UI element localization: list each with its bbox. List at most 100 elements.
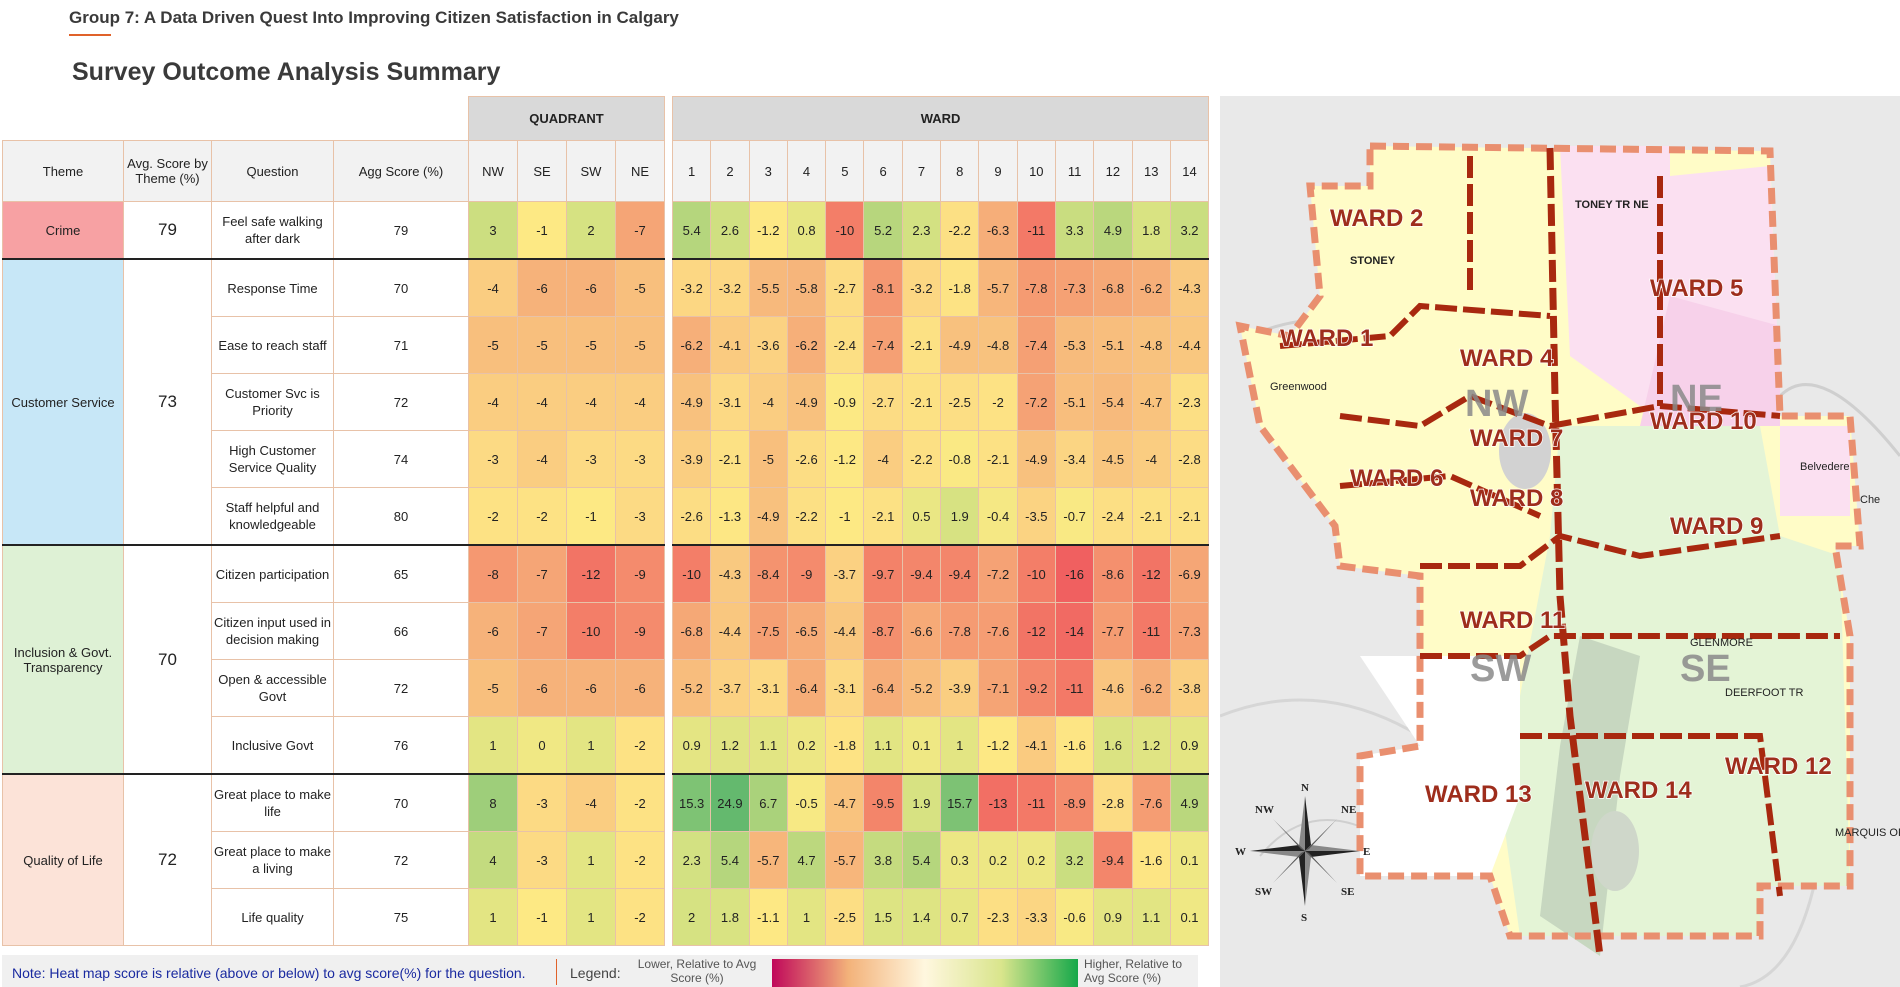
ward-12-label: WARD 12 bbox=[1725, 753, 1832, 780]
ward-score-3: -1.1 bbox=[748, 888, 788, 946]
quadrant-ne-label: NE bbox=[1670, 378, 1723, 420]
quadrant-score-sw: 1 bbox=[566, 888, 616, 946]
ward-score-13: 1.8 bbox=[1131, 201, 1171, 260]
ward-score-3: -5 bbox=[748, 430, 788, 488]
ward-score-12: -7.7 bbox=[1093, 602, 1133, 660]
quadrant-score-nw: -4 bbox=[468, 373, 518, 431]
ward-score-2: 1.8 bbox=[710, 888, 750, 946]
legend-label: Legend: bbox=[570, 965, 621, 981]
quadrant-score-se: 0 bbox=[517, 716, 567, 775]
ward-score-10: -3.3 bbox=[1016, 888, 1056, 946]
ward-score-12: -6.8 bbox=[1093, 258, 1133, 317]
ward-score-6: -9.5 bbox=[863, 773, 903, 832]
ward-score-7: -2.2 bbox=[901, 430, 942, 488]
ward-score-11: 3.2 bbox=[1054, 831, 1095, 889]
ward-score-14: -2.1 bbox=[1169, 487, 1210, 546]
quadrant-score-se: -2 bbox=[517, 487, 567, 546]
quadrant-score-ne: -3 bbox=[615, 487, 665, 546]
ward-score-12: -2.4 bbox=[1093, 487, 1133, 546]
table-row: Customer Svc is Priority 72 -4 -4 -4 -4 -4.9 -3… bbox=[3, 373, 1210, 431]
ward-score-8: -0.8 bbox=[940, 430, 980, 488]
quadrant-score-nw: 4 bbox=[468, 831, 518, 889]
ward-score-4: 1 bbox=[786, 888, 827, 946]
ward-score-6: -8.7 bbox=[863, 602, 903, 660]
agg-score-cell: 72 bbox=[333, 373, 469, 431]
ward-score-14: -3.8 bbox=[1169, 659, 1210, 717]
ward-score-5: -10 bbox=[825, 201, 865, 260]
ward-score-12: -4.6 bbox=[1093, 659, 1133, 717]
ward-score-4: -0.5 bbox=[786, 773, 827, 832]
quadrant-score-nw: -8 bbox=[468, 544, 518, 603]
theme-avg-score: 73 bbox=[123, 258, 212, 546]
quadrant-score-sw: -6 bbox=[566, 258, 616, 317]
ward-score-6: 3.8 bbox=[863, 831, 903, 889]
ward-score-4: -6.2 bbox=[786, 316, 827, 374]
question-cell: Open & accessible Govt bbox=[211, 659, 334, 717]
ward-score-9: -6.3 bbox=[978, 201, 1018, 260]
ward-score-14: 3.2 bbox=[1169, 201, 1210, 260]
column-header-ward-8: 8 bbox=[940, 140, 980, 202]
ward-score-5: -3.7 bbox=[825, 544, 865, 603]
question-cell: Citizen input used in decision making bbox=[211, 602, 334, 660]
legend-low-label: Lower, Relative to Avg Score (%) bbox=[637, 957, 757, 985]
quadrant-score-nw: 8 bbox=[468, 773, 518, 832]
ward-score-13: -1.6 bbox=[1131, 831, 1171, 889]
compass-sw: SW bbox=[1255, 886, 1272, 898]
ward-score-4: 4.7 bbox=[786, 831, 827, 889]
table-row: Open & accessible Govt 72 -5 -6 -6 -6 -5.2 -3.7… bbox=[3, 659, 1210, 717]
column-header-ward-1: 1 bbox=[671, 140, 712, 202]
ward-group-header: WARD bbox=[671, 96, 1210, 141]
quadrant-score-nw: -5 bbox=[468, 316, 518, 374]
ward-score-4: -9 bbox=[786, 544, 827, 603]
quadrant-score-se: -5 bbox=[517, 316, 567, 374]
ward-score-4: -6.5 bbox=[786, 602, 827, 660]
ward-score-6: 5.2 bbox=[863, 201, 903, 260]
ward-score-8: -1.8 bbox=[940, 258, 980, 317]
ward-score-10: 0.2 bbox=[1016, 831, 1056, 889]
agg-score-cell: 76 bbox=[333, 716, 469, 775]
ward-7-label: WARD 7 bbox=[1470, 425, 1563, 452]
ward-score-5: -5.7 bbox=[825, 831, 865, 889]
column-header-quadrant-sw: SW bbox=[566, 140, 616, 202]
ward-score-12: -5.1 bbox=[1093, 316, 1133, 374]
ward-score-2: -4.4 bbox=[710, 602, 750, 660]
ward-score-9: -0.4 bbox=[978, 487, 1018, 546]
ward-score-9: -13 bbox=[978, 773, 1018, 832]
ward-score-9: -4.8 bbox=[978, 316, 1018, 374]
ward-score-3: -5.7 bbox=[748, 831, 788, 889]
compass-w: W bbox=[1235, 846, 1246, 858]
ward-score-1: -6.8 bbox=[671, 602, 712, 660]
column-header-quadrant-ne: NE bbox=[615, 140, 665, 202]
column-header-quadrant-se: SE bbox=[517, 140, 567, 202]
ward-score-3: -3.1 bbox=[748, 659, 788, 717]
ward-score-13: -4.7 bbox=[1131, 373, 1171, 431]
ward-score-13: -6.2 bbox=[1131, 258, 1171, 317]
quadrant-score-nw: 1 bbox=[468, 716, 518, 775]
ward-score-14: -4.4 bbox=[1169, 316, 1210, 374]
table-row: Life quality 75 1 -1 1 -2 2 1.8 -1.1 1 -2.5 1.5 1.4 0… bbox=[3, 888, 1210, 946]
table-row: Customer Service 73 Response Time 70 -4 -6 -6-… bbox=[2, 258, 1210, 546]
question-cell: Inclusive Govt bbox=[211, 716, 334, 775]
column-header-ward-11: 11 bbox=[1054, 140, 1095, 202]
ward-score-11: -5.1 bbox=[1054, 373, 1095, 431]
ward-score-9: -7.1 bbox=[978, 659, 1018, 717]
place-stoney-tr-ne: TONEY TR NE bbox=[1575, 199, 1649, 211]
ward-score-6: -4 bbox=[863, 430, 903, 488]
ward-score-13: -4 bbox=[1131, 430, 1171, 488]
compass-nw: NW bbox=[1255, 804, 1274, 816]
column-header-ward-10: 10 bbox=[1016, 140, 1056, 202]
ward-score-3: -3.6 bbox=[748, 316, 788, 374]
ward-score-9: -2.3 bbox=[978, 888, 1018, 946]
quadrant-score-ne: -2 bbox=[615, 888, 665, 946]
footer-bar: Note: Heat map score is relative (above … bbox=[2, 955, 1198, 987]
ward-score-14: 4.9 bbox=[1169, 773, 1210, 832]
quadrant-group-header: QUADRANT bbox=[468, 96, 665, 141]
ward-score-3: -5.5 bbox=[748, 258, 788, 317]
ward-score-2: 1.2 bbox=[710, 716, 750, 775]
ward-score-4: -6.4 bbox=[786, 659, 827, 717]
place-stoney: STONEY bbox=[1350, 255, 1396, 267]
quadrant-score-sw: 1 bbox=[566, 831, 616, 889]
quadrant-score-sw: -10 bbox=[566, 602, 616, 660]
ward-5-label: WARD 5 bbox=[1650, 275, 1743, 302]
ward-score-10: -10 bbox=[1016, 544, 1056, 603]
